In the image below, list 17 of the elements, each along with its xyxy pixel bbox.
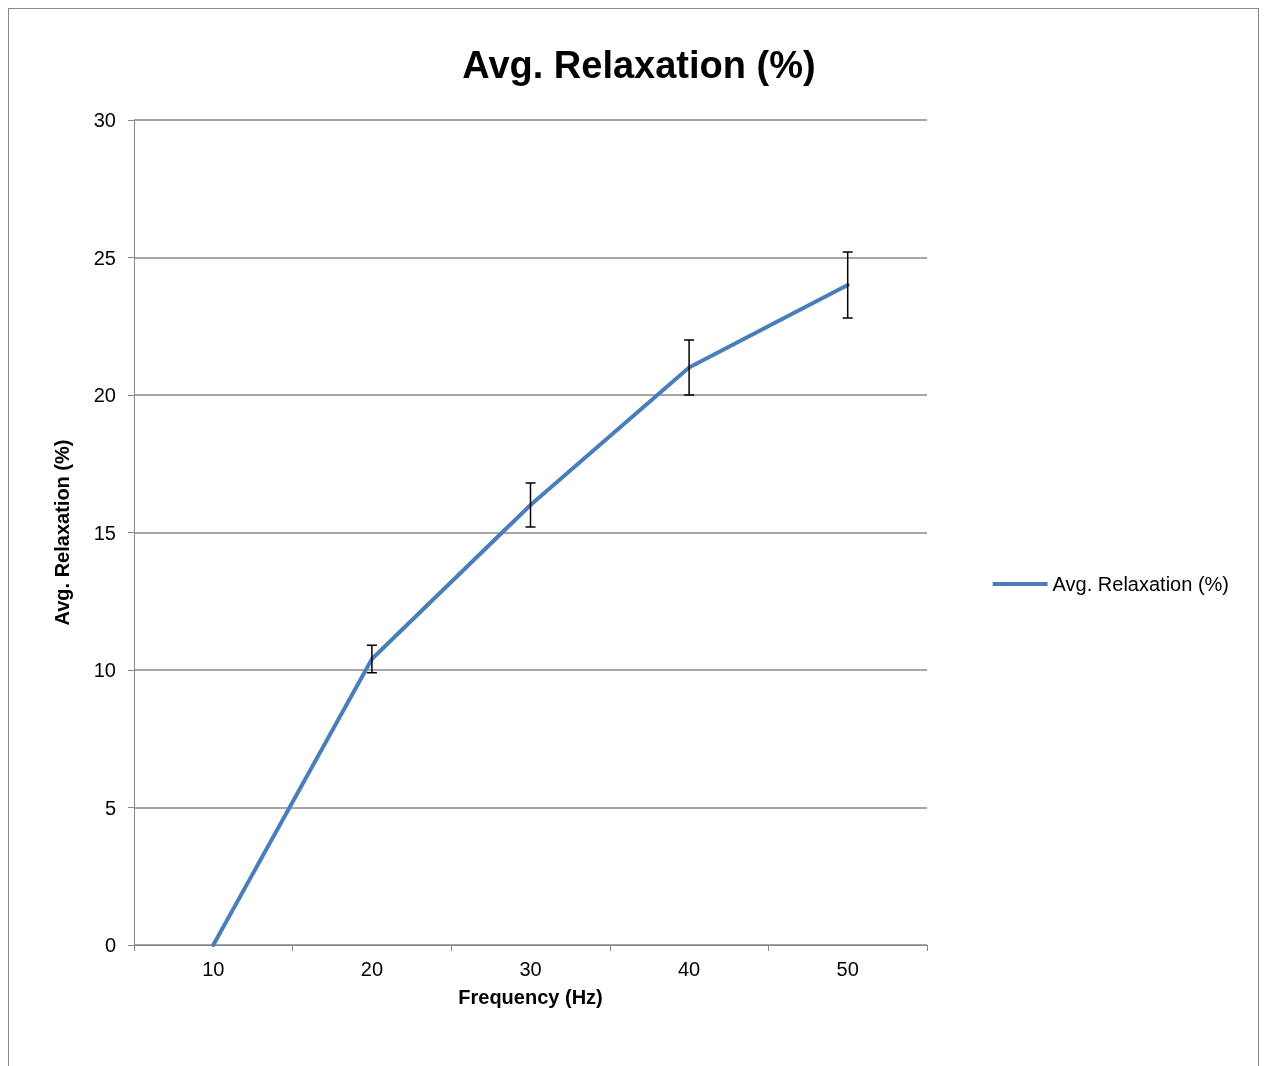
x-tick-label: 50 bbox=[836, 958, 859, 980]
y-tick-label: 10 bbox=[93, 659, 116, 681]
y-tick-label: 30 bbox=[93, 109, 116, 131]
x-axis-title: Frequency (Hz) bbox=[458, 986, 603, 1008]
y-tick-label: 20 bbox=[93, 384, 116, 406]
legend-label: Avg. Relaxation (%) bbox=[1052, 573, 1230, 595]
x-tick-label: 40 bbox=[677, 958, 701, 980]
line-series bbox=[211, 283, 850, 947]
y-tick-label: 25 bbox=[93, 246, 116, 269]
x-tick-label: 30 bbox=[519, 958, 542, 980]
x-tick-label: 10 bbox=[202, 958, 225, 980]
y-tick-label: 0 bbox=[104, 934, 116, 956]
y-tick-label: 5 bbox=[104, 796, 116, 819]
y-tick-label: 15 bbox=[93, 521, 116, 544]
y-axis-title: Avg. Relaxation (%) bbox=[51, 439, 73, 626]
x-tick-label: 20 bbox=[360, 958, 384, 980]
chart-title: Avg. Relaxation (%) bbox=[462, 44, 816, 86]
